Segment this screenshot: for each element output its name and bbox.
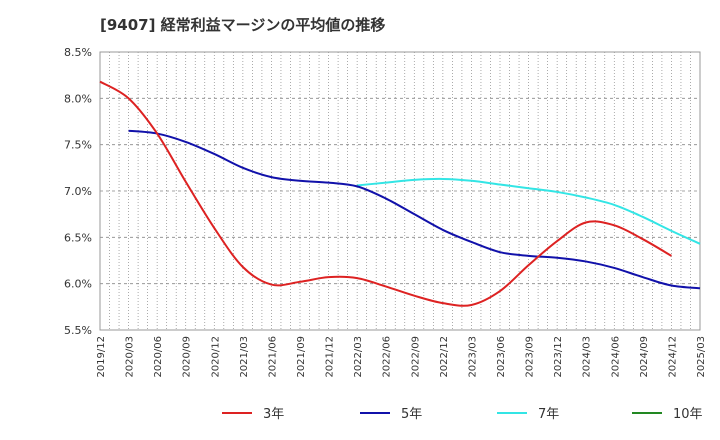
y-tick-label: 7.0% — [64, 185, 92, 198]
series-line-3 — [357, 177, 701, 245]
x-tick-label: 2022/12 — [439, 336, 450, 378]
y-tick-label: 7.5% — [64, 139, 92, 152]
x-tick-label: 2021/06 — [267, 336, 278, 378]
legend-label: 3年 — [263, 407, 284, 422]
x-tick-label: 2022/06 — [382, 336, 393, 378]
x-tick-label: 2023/12 — [553, 336, 564, 378]
x-tick-label: 2021/09 — [296, 336, 307, 378]
grid — [100, 52, 700, 330]
legend-label: 5年 — [401, 407, 422, 422]
x-tick-label: 2022/09 — [410, 336, 421, 378]
series-line-1 — [99, 80, 672, 307]
x-tick-label: 2023/09 — [525, 336, 536, 378]
x-tick-label: 2021/12 — [325, 336, 336, 378]
plot-frame — [99, 51, 701, 331]
x-tick-label: 2020/09 — [182, 336, 193, 378]
y-axis: 8.5% 8.0% 7.5% 7.0% 6.5% 6.0% 5.5% — [64, 46, 92, 337]
x-tick-label: 2020/06 — [153, 336, 164, 378]
x-tick-label: 2020/12 — [210, 336, 221, 378]
series-line-2 — [128, 129, 701, 290]
x-tick-label: 2021/03 — [239, 336, 250, 378]
x-tick-label: 2019/12 — [96, 336, 107, 378]
x-tick-label: 2022/03 — [353, 336, 364, 378]
x-axis: 2019/12 2020/03 2020/06 2020/09 2020/12 2021/… — [96, 336, 707, 378]
x-tick-label: 2023/03 — [467, 336, 478, 378]
y-tick-label: 6.5% — [64, 231, 92, 244]
y-tick-label: 8.0% — [64, 92, 92, 105]
x-tick-label: 2023/06 — [496, 336, 507, 378]
x-tick-label: 2020/03 — [125, 336, 136, 378]
x-tick-label: 2024/06 — [610, 336, 621, 378]
y-tick-label: 8.5% — [64, 46, 92, 59]
x-tick-label: 2024/12 — [667, 336, 678, 378]
x-tick-label: 2025/03 — [696, 336, 707, 378]
legend-label: 10年 — [673, 407, 703, 422]
legend-label: 7年 — [538, 407, 559, 422]
x-tick-label: 2024/09 — [639, 336, 650, 378]
x-tick-label: 2024/03 — [582, 336, 593, 378]
y-tick-label: 6.0% — [64, 278, 92, 291]
legend: 3年 5年 7年 10年 — [222, 407, 703, 422]
y-tick-label: 5.5% — [64, 324, 92, 337]
series-layer — [99, 80, 701, 307]
chart-title: [9407] 経常利益マージンの平均値の推移 — [100, 16, 386, 34]
